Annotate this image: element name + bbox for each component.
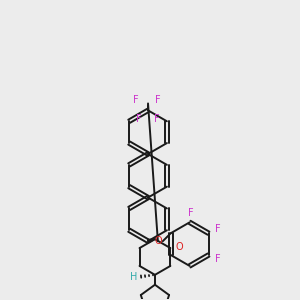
Text: O: O	[154, 236, 162, 246]
Text: F: F	[154, 114, 160, 124]
Text: F: F	[155, 95, 161, 106]
Text: H: H	[130, 272, 138, 282]
Text: F: F	[214, 254, 220, 264]
Text: F: F	[133, 95, 139, 106]
Text: F: F	[214, 224, 220, 234]
Text: O: O	[176, 242, 183, 252]
Text: F: F	[188, 208, 194, 218]
Polygon shape	[148, 239, 155, 243]
Text: F: F	[136, 114, 142, 124]
